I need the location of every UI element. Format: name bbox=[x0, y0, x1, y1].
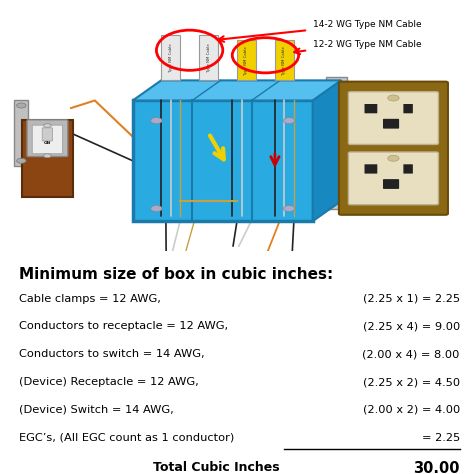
Text: (2.00 x 4) = 8.00: (2.00 x 4) = 8.00 bbox=[363, 349, 460, 359]
Text: = 2.25: = 2.25 bbox=[421, 433, 460, 443]
FancyBboxPatch shape bbox=[365, 104, 377, 113]
FancyBboxPatch shape bbox=[133, 100, 313, 221]
FancyBboxPatch shape bbox=[237, 40, 256, 81]
FancyBboxPatch shape bbox=[348, 152, 438, 205]
Text: Conductors to switch = 14 AWG,: Conductors to switch = 14 AWG, bbox=[19, 349, 205, 359]
Text: (2.00 x 2) = 4.00: (2.00 x 2) = 4.00 bbox=[363, 405, 460, 415]
Text: (Device) Switch = 14 AWG,: (Device) Switch = 14 AWG, bbox=[19, 405, 173, 415]
Circle shape bbox=[17, 158, 26, 163]
Circle shape bbox=[283, 118, 295, 124]
Circle shape bbox=[151, 118, 162, 124]
Text: Minimum size of box in cubic inches:: Minimum size of box in cubic inches: bbox=[19, 267, 333, 282]
Text: 30.00: 30.00 bbox=[413, 461, 460, 474]
Text: Type NM Cable: Type NM Cable bbox=[245, 46, 248, 75]
Text: OFF: OFF bbox=[43, 128, 52, 133]
FancyBboxPatch shape bbox=[383, 119, 399, 128]
Circle shape bbox=[17, 103, 26, 108]
Text: ON: ON bbox=[44, 141, 51, 145]
Text: EGC’s, (All EGC count as 1 conductor): EGC’s, (All EGC count as 1 conductor) bbox=[19, 433, 234, 443]
Circle shape bbox=[44, 154, 51, 158]
FancyBboxPatch shape bbox=[27, 120, 68, 156]
FancyBboxPatch shape bbox=[14, 100, 28, 166]
Circle shape bbox=[388, 95, 399, 101]
Text: (2.25 x 4) = 9.00: (2.25 x 4) = 9.00 bbox=[363, 321, 460, 331]
Circle shape bbox=[283, 206, 295, 211]
Text: (2.25 x 1) = 2.25: (2.25 x 1) = 2.25 bbox=[363, 293, 460, 303]
FancyBboxPatch shape bbox=[365, 164, 377, 173]
Circle shape bbox=[44, 124, 51, 128]
Text: Type NM Cable: Type NM Cable bbox=[207, 44, 210, 72]
FancyBboxPatch shape bbox=[339, 82, 448, 215]
Polygon shape bbox=[133, 81, 341, 100]
FancyBboxPatch shape bbox=[42, 128, 53, 141]
Text: Total Cubic Inches: Total Cubic Inches bbox=[153, 461, 280, 474]
Text: (2.25 x 2) = 4.50: (2.25 x 2) = 4.50 bbox=[363, 377, 460, 387]
FancyBboxPatch shape bbox=[161, 35, 180, 81]
FancyBboxPatch shape bbox=[348, 91, 438, 145]
FancyBboxPatch shape bbox=[32, 125, 63, 154]
FancyBboxPatch shape bbox=[22, 120, 73, 197]
Circle shape bbox=[388, 155, 399, 161]
Text: (Device) Receptacle = 12 AWG,: (Device) Receptacle = 12 AWG, bbox=[19, 377, 199, 387]
FancyBboxPatch shape bbox=[403, 104, 413, 113]
FancyBboxPatch shape bbox=[199, 35, 218, 81]
Polygon shape bbox=[313, 81, 341, 221]
Text: 14-2 WG Type NM Cable: 14-2 WG Type NM Cable bbox=[313, 20, 421, 29]
FancyBboxPatch shape bbox=[383, 179, 399, 189]
FancyBboxPatch shape bbox=[403, 164, 413, 173]
FancyBboxPatch shape bbox=[275, 40, 294, 81]
FancyBboxPatch shape bbox=[326, 77, 347, 209]
Text: Type NM Cable: Type NM Cable bbox=[169, 44, 173, 72]
Text: Type NM Cable: Type NM Cable bbox=[283, 46, 286, 75]
Circle shape bbox=[151, 206, 162, 211]
Text: Cable clamps = 12 AWG,: Cable clamps = 12 AWG, bbox=[19, 293, 161, 303]
Text: 12-2 WG Type NM Cable: 12-2 WG Type NM Cable bbox=[313, 40, 421, 49]
Text: Conductors to receptacle = 12 AWG,: Conductors to receptacle = 12 AWG, bbox=[19, 321, 228, 331]
